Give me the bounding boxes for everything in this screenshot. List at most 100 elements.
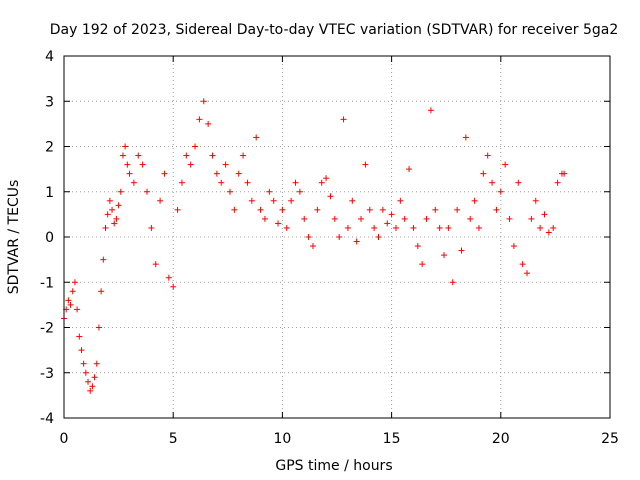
data-point [93, 360, 100, 367]
data-point [554, 179, 561, 186]
y-tick-label: -3 [40, 366, 54, 382]
data-point [436, 224, 443, 231]
data-point [331, 215, 338, 222]
data-point [165, 274, 172, 281]
data-point [344, 224, 351, 231]
data-point [275, 220, 282, 227]
data-point [115, 202, 122, 209]
data-point [296, 188, 303, 195]
data-point [126, 170, 133, 177]
data-point [362, 161, 369, 168]
data-point [301, 215, 308, 222]
data-point [76, 333, 83, 340]
data-point [111, 220, 118, 227]
data-point [74, 306, 81, 313]
y-tick-label: 0 [45, 230, 54, 246]
data-point [336, 234, 343, 240]
data-point [388, 211, 395, 218]
data-point [489, 179, 496, 186]
data-point [480, 170, 487, 177]
data-point [288, 197, 295, 204]
data-point [375, 234, 382, 240]
data-point [462, 134, 469, 141]
data-point [414, 243, 421, 250]
axis-ticks [63, 55, 611, 419]
data-point [187, 161, 194, 168]
data-point [91, 374, 98, 381]
data-point [82, 369, 89, 376]
data-point [113, 215, 120, 222]
data-point [78, 347, 85, 354]
data-point [561, 170, 568, 177]
data-point [119, 152, 126, 159]
y-tick-label: -4 [40, 411, 54, 427]
data-point [244, 179, 251, 186]
data-point [454, 206, 461, 213]
data-point [502, 161, 509, 168]
data-point [493, 206, 500, 213]
data-point [235, 170, 242, 177]
data-point [200, 98, 207, 105]
data-point [371, 224, 378, 231]
data-point [314, 206, 321, 213]
data-point [124, 161, 131, 168]
y-tick-label: 1 [45, 185, 54, 201]
chart-title: Day 192 of 2023, Sidereal Day-to-day VTE… [50, 22, 619, 38]
x-tick-label: 20 [492, 431, 510, 447]
data-point [139, 161, 146, 168]
data-point [471, 197, 478, 204]
data-point [379, 206, 386, 213]
data-point [196, 116, 203, 123]
data-point [261, 215, 268, 222]
data-point [170, 283, 177, 290]
data-point [358, 215, 365, 222]
data-point [340, 116, 347, 123]
data-point [143, 188, 150, 195]
data-point [506, 215, 513, 222]
data-point [401, 215, 408, 222]
data-point [122, 143, 129, 150]
data-point [528, 215, 535, 222]
data-point [292, 179, 299, 186]
data-point [213, 170, 220, 177]
data-point [135, 152, 142, 159]
data-point [279, 206, 286, 213]
data-point [183, 152, 190, 159]
data-point [174, 206, 181, 213]
data-point [541, 211, 548, 218]
data-point [69, 288, 76, 295]
data-point [205, 120, 212, 127]
data-point [157, 197, 164, 204]
data-point [449, 279, 456, 286]
data-point [80, 360, 87, 367]
data-point [65, 297, 72, 304]
data-point [510, 243, 517, 250]
y-tick-label: 3 [45, 94, 54, 110]
x-tick-label: 0 [60, 431, 69, 447]
data-point [353, 238, 360, 245]
data-point [253, 134, 260, 141]
data-point [441, 252, 448, 259]
data-point [515, 179, 522, 186]
data-point [475, 224, 482, 231]
data-point [85, 378, 92, 385]
data-point [87, 387, 94, 394]
data-point [152, 261, 159, 268]
data-point [432, 206, 439, 213]
data-point [100, 256, 107, 263]
x-tick-labels: 0 5 10 15 20 25 [60, 431, 619, 447]
data-point [209, 152, 216, 159]
data-point [519, 261, 526, 268]
data-point [349, 197, 356, 204]
data-point [305, 234, 312, 240]
data-point [397, 197, 404, 204]
data-point [178, 179, 185, 186]
data-point [231, 206, 238, 213]
data-point [192, 143, 199, 150]
data-point [484, 152, 491, 159]
data-point [222, 161, 229, 168]
data-point [419, 261, 426, 268]
data-point [545, 229, 552, 236]
data-point [109, 206, 116, 213]
data-point [161, 170, 168, 177]
